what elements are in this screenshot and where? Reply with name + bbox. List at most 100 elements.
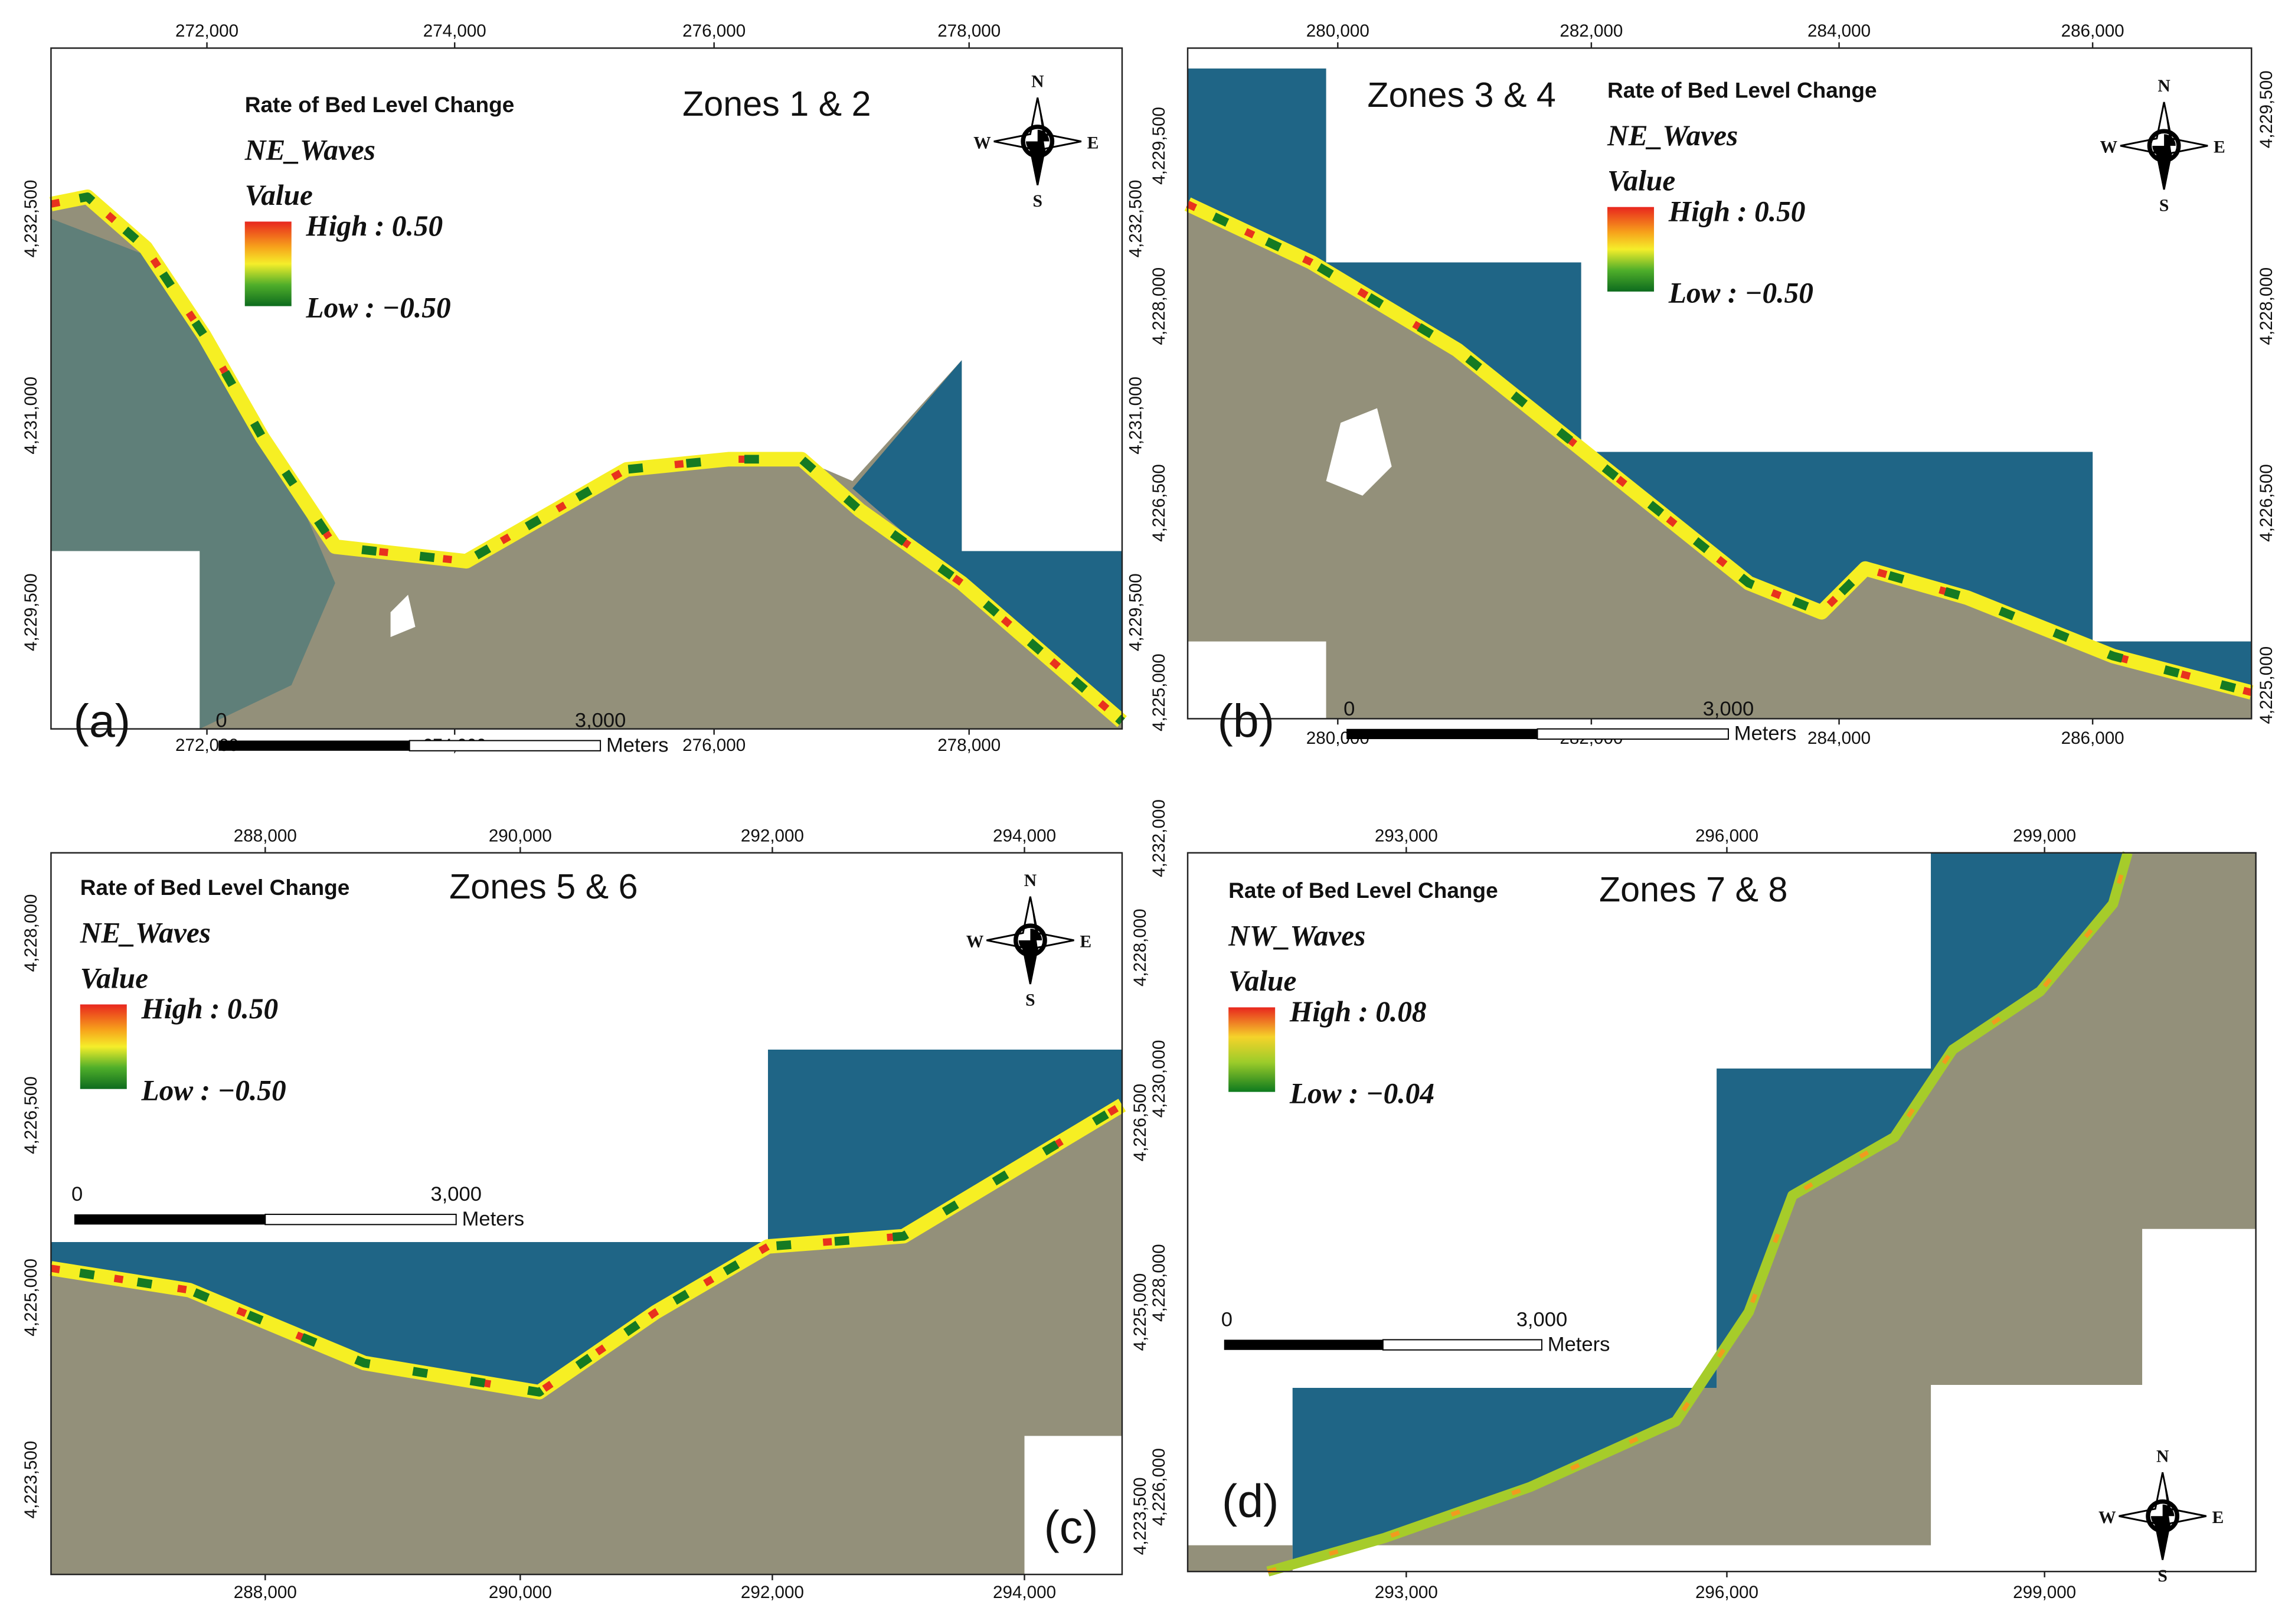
wave-direction: NW_Waves bbox=[1228, 920, 1365, 952]
x-tick-label-top: 282,000 bbox=[1560, 21, 1623, 41]
compass-w: W bbox=[2098, 1508, 2116, 1527]
scale-end: 3,000 bbox=[1703, 698, 1754, 720]
x-tick-label-bottom: 293,000 bbox=[1375, 1583, 1438, 1602]
x-tick-label-top: 288,000 bbox=[234, 826, 297, 845]
y-tick-label: 4,226,500 bbox=[21, 1076, 41, 1154]
compass-n: N bbox=[1024, 871, 1037, 890]
zones-title: Zones 5 & 6 bbox=[449, 867, 638, 906]
y-tick-label: 4,228,000 bbox=[1149, 1244, 1169, 1322]
x-tick-label-top: 284,000 bbox=[1807, 21, 1871, 41]
legend-high: High : 0.50 bbox=[305, 210, 443, 242]
y-tick-label: 4,225,000 bbox=[2257, 646, 2276, 724]
compass: N S E W bbox=[2100, 77, 2225, 215]
panel-letter: (c) bbox=[1044, 1501, 1098, 1553]
scale-start: 0 bbox=[1343, 698, 1355, 720]
y-tick-label: 4,231,000 bbox=[1126, 377, 1145, 455]
scale-bar-white bbox=[408, 740, 602, 751]
panel-letter: (a) bbox=[74, 694, 131, 747]
compass-s: S bbox=[2159, 196, 2169, 215]
x-tick-label-top: 274,000 bbox=[423, 21, 486, 41]
y-tick-label: 4,228,000 bbox=[2257, 267, 2276, 345]
x-tick-label-top: 272,000 bbox=[175, 21, 238, 41]
compass: N S E W bbox=[2098, 1447, 2224, 1586]
legend-title: Rate of Bed Level Change bbox=[80, 875, 350, 900]
legend-high: High : 0.08 bbox=[1289, 995, 1427, 1028]
sea bbox=[51, 1050, 1122, 1393]
coastline-band bbox=[1184, 197, 2254, 700]
legend-ramp bbox=[1228, 1007, 1276, 1092]
y-tick-label: 4,232,500 bbox=[1126, 180, 1145, 258]
y-tick-label: 4,228,000 bbox=[21, 894, 41, 972]
compass-e: E bbox=[2214, 138, 2225, 157]
scale-bar-black bbox=[1346, 728, 1538, 740]
no-data-area bbox=[390, 594, 416, 638]
y-tick-label: 4,226,500 bbox=[1149, 464, 1169, 542]
y-tick-label: 4,223,500 bbox=[1130, 1477, 1150, 1555]
compass-s: S bbox=[2157, 1567, 2167, 1586]
scale-bar-white bbox=[264, 1214, 457, 1226]
compass-ring bbox=[2147, 129, 2181, 163]
legend-ramp bbox=[244, 221, 292, 306]
y-tick-label: 4,232,500 bbox=[21, 180, 41, 258]
compass: N S E W bbox=[966, 871, 1091, 1010]
scale-unit: Meters bbox=[1548, 1333, 1610, 1355]
wave-direction: NE_Waves bbox=[80, 917, 211, 949]
compass-e: E bbox=[2212, 1508, 2224, 1527]
scale-bar-black bbox=[1224, 1339, 1383, 1350]
compass-e: E bbox=[1087, 133, 1099, 152]
x-tick-label-bottom: 294,000 bbox=[993, 1583, 1056, 1602]
x-tick-label-top: 293,000 bbox=[1375, 826, 1438, 845]
y-tick-label: 4,228,000 bbox=[1130, 909, 1150, 986]
scale-bar-white bbox=[1382, 1339, 1542, 1351]
x-tick-label-top: 278,000 bbox=[937, 21, 1001, 41]
sea bbox=[852, 360, 1122, 722]
coastline-band bbox=[49, 189, 1127, 727]
y-tick-label: 4,226,500 bbox=[1130, 1084, 1150, 1162]
legend-ramp bbox=[1607, 207, 1655, 292]
y-tick-label: 4,228,000 bbox=[1149, 267, 1169, 345]
legend-title: Rate of Bed Level Change bbox=[1228, 878, 1498, 903]
compass-quarters bbox=[2150, 1504, 2175, 1528]
map-frame bbox=[1186, 47, 2253, 720]
legend-high: High : 0.50 bbox=[140, 992, 278, 1025]
no-data-area bbox=[1326, 408, 1392, 496]
legend-title: Rate of Bed Level Change bbox=[245, 92, 515, 117]
x-tick-label-bottom: 276,000 bbox=[682, 736, 746, 755]
y-tick-label: 4,226,500 bbox=[2257, 464, 2276, 542]
scale-bar-black bbox=[74, 1214, 266, 1225]
y-tick-label: 4,232,000 bbox=[1149, 799, 1169, 877]
compass-w: W bbox=[2100, 138, 2117, 157]
x-tick-label-top: 290,000 bbox=[489, 826, 552, 845]
zones-title: Zones 3 & 4 bbox=[1367, 75, 1555, 115]
x-tick-label-bottom: 296,000 bbox=[1695, 1583, 1758, 1602]
x-tick-label-bottom: 286,000 bbox=[2061, 728, 2124, 748]
compass-ring bbox=[1021, 125, 1055, 158]
wave-direction: NE_Waves bbox=[244, 134, 375, 166]
scale-end: 3,000 bbox=[575, 710, 626, 732]
legend-field: Value bbox=[1228, 965, 1296, 997]
x-tick-label-top: 276,000 bbox=[682, 21, 746, 41]
x-tick-label-top: 299,000 bbox=[2013, 826, 2076, 845]
scale-start: 0 bbox=[1221, 1308, 1233, 1331]
compass-ring bbox=[2146, 1499, 2180, 1533]
coastline-change-red bbox=[50, 1102, 1124, 1396]
compass-arms-dark bbox=[1030, 97, 1045, 185]
y-tick-label: 4,226,000 bbox=[1149, 1448, 1169, 1526]
no-data-area bbox=[51, 48, 1122, 561]
compass-n: N bbox=[2156, 1447, 2169, 1466]
compass-quarters bbox=[2152, 134, 2176, 158]
x-tick-label-bottom: 299,000 bbox=[2013, 1583, 2076, 1602]
map-frame bbox=[50, 47, 1123, 730]
legend-field: Value bbox=[80, 962, 148, 994]
compass-w: W bbox=[973, 133, 991, 152]
scale-unit: Meters bbox=[606, 734, 669, 756]
scale-start: 0 bbox=[71, 1183, 83, 1205]
x-tick-label-top: 296,000 bbox=[1695, 826, 1758, 845]
legend-low: Low : −0.50 bbox=[140, 1074, 286, 1106]
scale-unit: Meters bbox=[462, 1208, 525, 1230]
scale-unit: Meters bbox=[1734, 723, 1797, 745]
legend-field: Value bbox=[245, 179, 313, 211]
x-tick-label-top: 294,000 bbox=[993, 826, 1056, 845]
